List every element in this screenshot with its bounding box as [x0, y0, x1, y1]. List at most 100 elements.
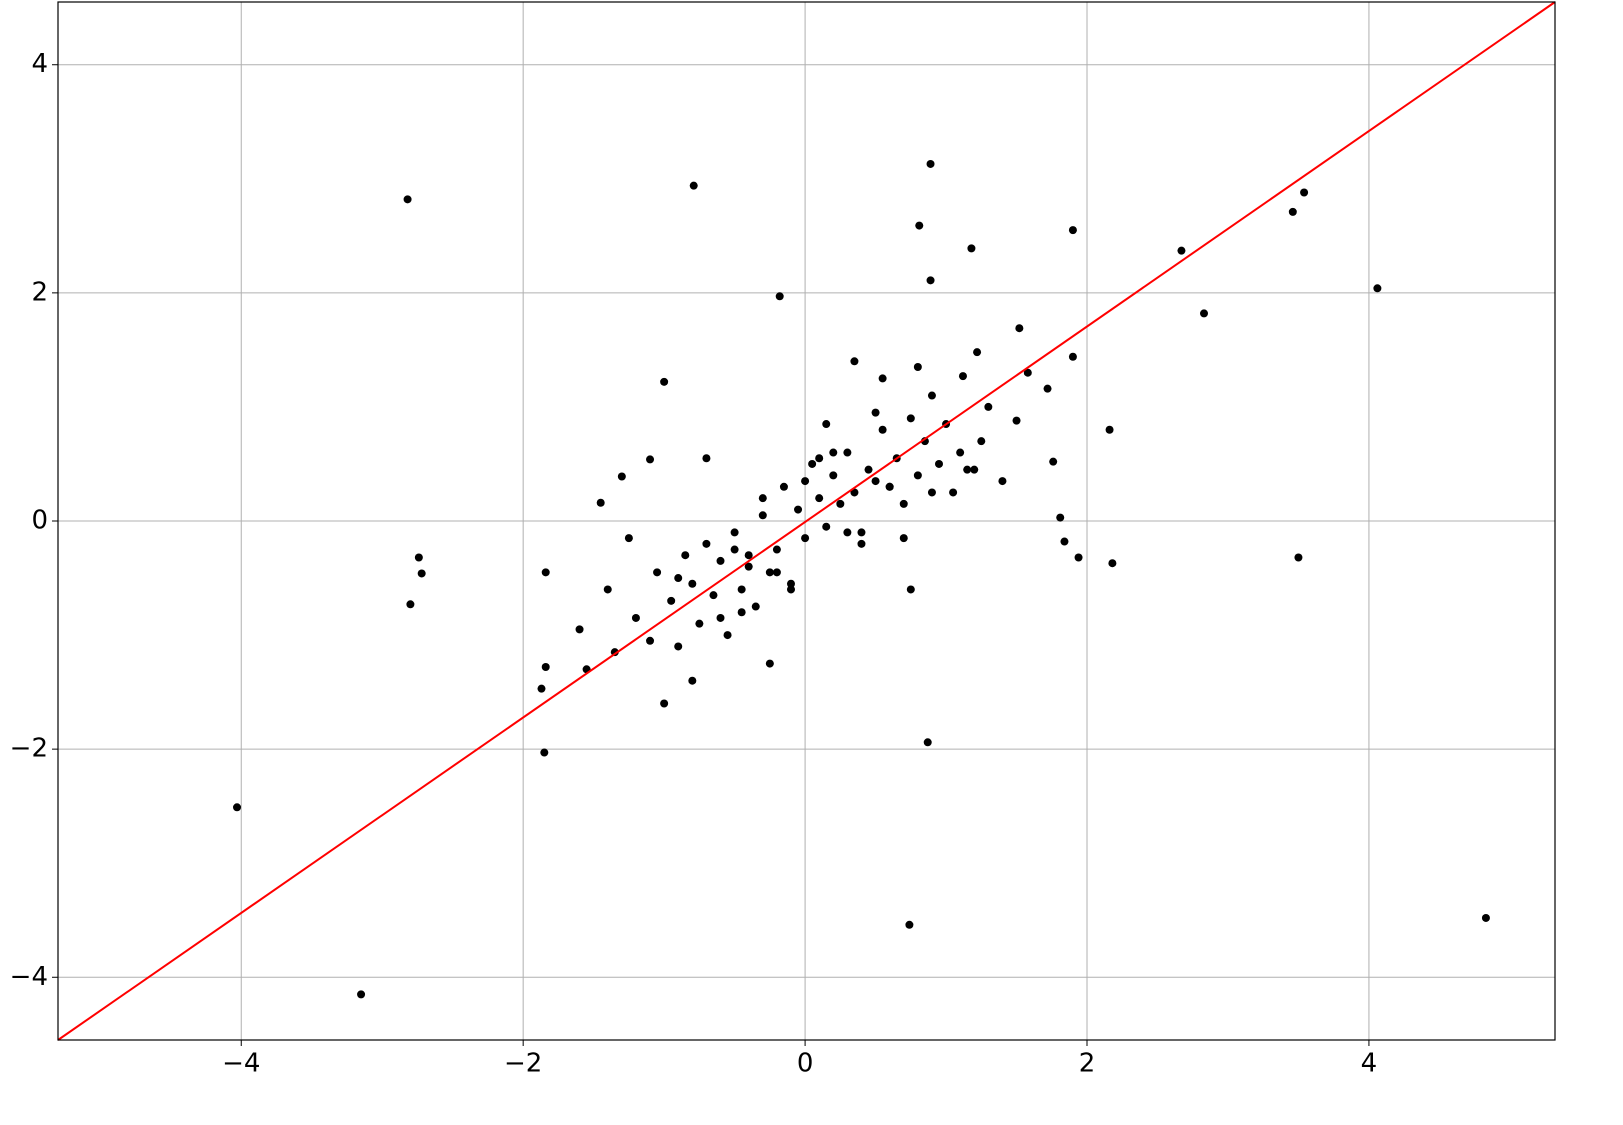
point	[406, 600, 415, 609]
point	[233, 803, 242, 812]
point	[899, 534, 908, 543]
point	[758, 511, 767, 520]
point	[822, 522, 831, 531]
point	[1294, 553, 1303, 562]
point	[1105, 425, 1114, 434]
point	[1023, 368, 1032, 377]
point	[667, 596, 676, 605]
x-tick-label: 4	[1361, 1049, 1378, 1079]
point	[927, 391, 936, 400]
point	[973, 348, 982, 357]
point	[417, 569, 426, 578]
point	[885, 482, 894, 491]
grid	[58, 2, 1555, 1040]
point	[403, 195, 412, 204]
point	[949, 488, 958, 497]
marks	[57, 1, 1556, 1041]
point	[596, 498, 605, 507]
point	[702, 539, 711, 548]
point	[967, 244, 976, 253]
y-tick-label: −2	[10, 734, 48, 764]
point	[1068, 352, 1077, 361]
point	[815, 454, 824, 463]
point	[357, 990, 366, 999]
point	[765, 568, 774, 577]
point	[864, 465, 873, 474]
point	[702, 454, 711, 463]
point	[857, 528, 866, 537]
point	[775, 292, 784, 301]
point	[786, 579, 795, 588]
point	[744, 562, 753, 571]
point	[709, 591, 718, 600]
point	[772, 545, 781, 554]
x-tick-label: −4	[222, 1049, 260, 1079]
point	[801, 477, 810, 486]
point	[1200, 309, 1209, 318]
point	[906, 585, 915, 594]
point	[926, 276, 935, 285]
point	[836, 499, 845, 508]
point	[906, 414, 915, 423]
point	[660, 699, 669, 708]
point	[751, 602, 760, 611]
point	[1049, 457, 1058, 466]
point	[1074, 553, 1083, 562]
point	[923, 738, 932, 747]
point	[970, 465, 979, 474]
x-tick-label: 2	[1079, 1049, 1096, 1079]
point	[786, 585, 795, 594]
point	[850, 357, 859, 366]
point	[674, 642, 683, 651]
point	[905, 920, 914, 929]
point	[850, 488, 859, 497]
y-tick-label: 2	[31, 277, 48, 307]
point	[857, 539, 866, 548]
point	[744, 551, 753, 560]
point	[603, 585, 612, 594]
point	[1015, 324, 1024, 333]
point	[871, 477, 880, 486]
point	[1481, 913, 1490, 922]
point	[984, 402, 993, 411]
point	[843, 448, 852, 457]
point	[913, 363, 922, 372]
y-tick-label: 4	[31, 49, 48, 79]
point	[730, 545, 739, 554]
point	[688, 579, 697, 588]
point	[1177, 246, 1186, 255]
point	[1300, 188, 1309, 197]
point	[674, 574, 683, 583]
point	[737, 608, 746, 617]
point	[1373, 284, 1382, 293]
point	[646, 636, 655, 645]
point	[1056, 513, 1065, 522]
point	[541, 568, 550, 577]
point	[772, 568, 781, 577]
y-tick-label: −4	[10, 962, 48, 992]
point	[730, 528, 739, 537]
point	[977, 437, 986, 446]
point	[1108, 559, 1117, 568]
point	[631, 613, 640, 622]
point	[899, 499, 908, 508]
x-tick-label: −2	[504, 1049, 542, 1079]
point	[913, 471, 922, 480]
point	[1060, 537, 1069, 546]
point	[843, 528, 852, 537]
point	[681, 551, 690, 560]
point	[958, 372, 967, 381]
point	[737, 585, 746, 594]
point	[871, 408, 880, 417]
point	[815, 494, 824, 503]
point	[779, 482, 788, 491]
point	[541, 663, 550, 672]
point	[716, 613, 725, 622]
point	[829, 448, 838, 457]
point	[646, 455, 655, 464]
point	[758, 494, 767, 503]
point	[915, 221, 924, 230]
x-tick-label: 0	[797, 1049, 814, 1079]
